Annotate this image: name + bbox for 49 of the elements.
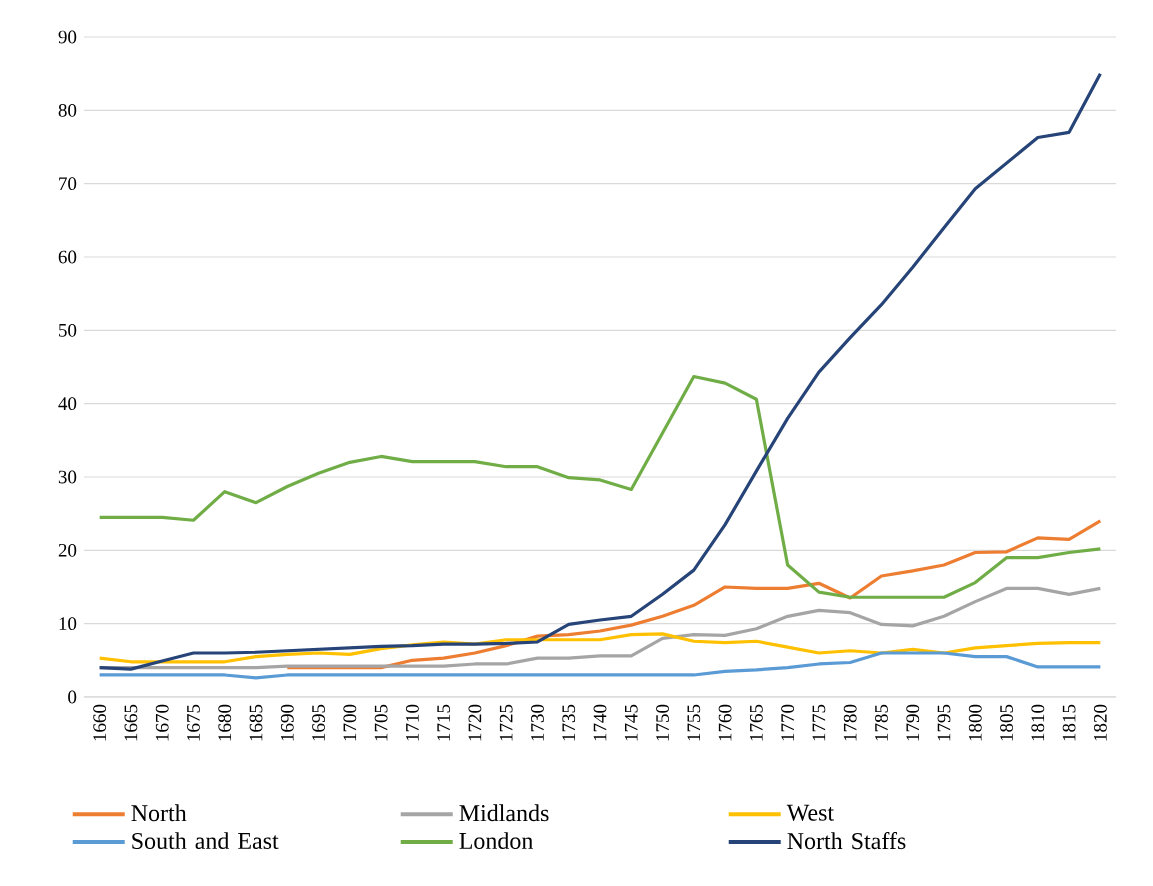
x-tick-label: 1805 — [1000, 704, 1013, 741]
x-tick-label: 1740 — [593, 704, 607, 741]
x-tick-label: 1750 — [656, 704, 669, 741]
y-tick-label: 50 — [59, 323, 77, 337]
x-tick-label: 1810 — [1031, 704, 1045, 741]
x-tick-label: 1690 — [280, 704, 294, 741]
x-tick-label: 1735 — [562, 704, 576, 741]
x-tick-label: 1700 — [343, 704, 357, 741]
x-tick-label: 1795 — [937, 704, 951, 741]
x-tick-label: 1720 — [468, 704, 482, 741]
y-tick-label: 30 — [58, 470, 77, 484]
y-tick-label: 40 — [58, 397, 77, 411]
legend-label: North — [131, 804, 187, 822]
x-tick-label: 1680 — [218, 704, 232, 741]
x-tick-label: 1765 — [749, 704, 763, 741]
legend-label: North Staffs — [787, 832, 906, 850]
x-tick-label: 1710 — [405, 704, 419, 741]
x-tick-label: 1815 — [1062, 704, 1076, 741]
y-tick-label: 70 — [59, 177, 77, 191]
x-tick-label: 1785 — [875, 704, 888, 741]
x-tick-label: 1790 — [906, 704, 920, 741]
y-tick-label: 0 — [68, 690, 77, 704]
x-tick-label: 1685 — [249, 704, 263, 741]
x-tick-label: 1800 — [968, 704, 982, 741]
x-tick-label: 1660 — [93, 704, 107, 741]
x-tick-label: 1775 — [812, 704, 826, 741]
x-tick-label: 1745 — [624, 704, 638, 741]
y-tick-label: 20 — [58, 543, 77, 557]
x-tick-label: 1770 — [781, 704, 795, 741]
x-tick-label: 1705 — [374, 704, 388, 741]
y-tick-label: 60 — [58, 250, 77, 264]
x-tick-label: 1760 — [718, 704, 732, 741]
legend-label: South and East — [132, 832, 279, 850]
y-tick-label: 80 — [58, 103, 77, 117]
x-tick-label: 1725 — [499, 704, 513, 741]
x-tick-label: 1730 — [531, 704, 544, 741]
legend-label: London — [459, 832, 534, 850]
x-tick-label: 1670 — [155, 704, 169, 741]
x-tick-label: 1820 — [1093, 704, 1107, 741]
y-tick-label: 90 — [58, 30, 77, 44]
x-tick-label: 1675 — [187, 704, 200, 741]
legend-label: West — [786, 804, 834, 821]
x-tick-label: 1780 — [843, 704, 857, 741]
x-tick-label: 1755 — [687, 704, 701, 741]
y-tick-label: 10 — [59, 617, 77, 631]
x-tick-label: 1695 — [312, 704, 325, 741]
legend-label: Midlands — [459, 804, 549, 822]
x-tick-label: 1715 — [437, 704, 451, 741]
x-tick-label: 1665 — [124, 704, 138, 741]
